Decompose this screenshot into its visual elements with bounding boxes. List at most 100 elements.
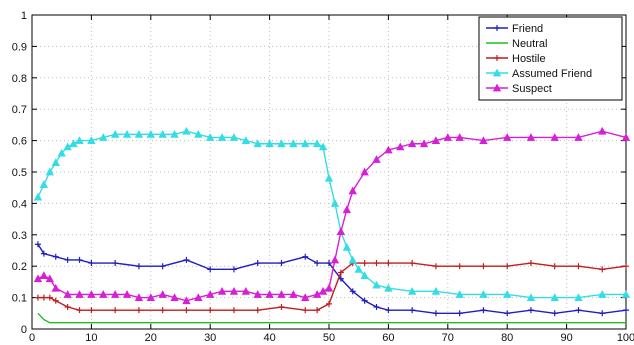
y-tick-label: 0.8 xyxy=(12,73,27,85)
assumed-friend-point xyxy=(146,129,155,138)
suspect-point xyxy=(182,296,191,305)
hostile-point xyxy=(599,266,606,273)
hostile-point xyxy=(278,304,285,311)
suspect-point xyxy=(217,286,227,295)
assumed-friend-point xyxy=(289,139,298,148)
hostile-point xyxy=(623,263,629,270)
assumed-friend-point xyxy=(384,283,393,292)
assumed-friend-point xyxy=(45,167,54,176)
assumed-friend-point xyxy=(479,290,488,298)
suspect-point xyxy=(574,133,583,141)
hostile-point xyxy=(183,307,190,314)
suspect-point xyxy=(372,155,381,163)
x-tick-label: 20 xyxy=(145,332,157,344)
hostile-point xyxy=(302,307,309,314)
assumed-friend-point xyxy=(134,129,144,138)
assumed-friend-point xyxy=(253,139,262,148)
hostile-point xyxy=(527,260,534,267)
hostile-point xyxy=(575,263,582,270)
assumed-friend-point xyxy=(330,199,340,207)
legend-item-neutral: Neutral xyxy=(486,38,547,50)
friend-point xyxy=(302,253,309,260)
suspect-point xyxy=(277,290,286,298)
x-tick-label: 100 xyxy=(617,332,634,344)
hostile-point xyxy=(254,307,261,314)
assumed-friend-point xyxy=(241,136,251,144)
y-tick-label: 0.5 xyxy=(12,167,27,179)
suspect-point xyxy=(324,283,334,292)
assumed-friend-point xyxy=(69,139,78,148)
hostile-point xyxy=(112,307,119,314)
hostile-point xyxy=(314,307,321,314)
assumed-friend-point xyxy=(354,264,363,273)
suspect-point xyxy=(253,290,262,298)
suspect-point xyxy=(33,274,43,283)
suspect-point xyxy=(110,290,120,298)
grid xyxy=(32,15,626,329)
suspect-point xyxy=(39,271,49,280)
suspect-point xyxy=(526,133,536,141)
hostile-point xyxy=(159,307,166,314)
suspect-point xyxy=(265,290,274,298)
suspect-point xyxy=(170,293,179,301)
friend-point xyxy=(361,297,368,304)
friend-point xyxy=(230,266,237,273)
suspect-series xyxy=(33,126,631,305)
suspect-point xyxy=(407,139,417,148)
legend-hostile-point xyxy=(494,55,500,61)
friend-line xyxy=(37,243,627,315)
friend-point xyxy=(34,241,41,248)
legend-assumed-friend-point xyxy=(492,68,502,77)
friend-point xyxy=(504,310,511,317)
suspect-point xyxy=(330,255,340,264)
friend-point xyxy=(480,307,487,314)
suspect-point xyxy=(360,167,369,176)
hostile-point xyxy=(34,294,41,301)
y-tick-label: 1 xyxy=(21,10,27,22)
friend-point xyxy=(409,307,416,314)
suspect-point xyxy=(342,205,351,214)
assumed-friend-point xyxy=(194,129,203,138)
assumed-friend-point xyxy=(51,158,60,166)
hostile-point xyxy=(40,294,47,301)
legend-label-hostile: Hostile xyxy=(512,53,546,65)
friend-point xyxy=(76,256,83,263)
y-tick-label: 0.4 xyxy=(12,198,27,210)
friend-point xyxy=(112,260,119,267)
assumed-friend-point xyxy=(550,293,559,301)
x-tick-label: 30 xyxy=(204,332,216,344)
assumed-friend-point xyxy=(407,286,417,295)
assumed-friend-point xyxy=(277,139,286,148)
suspect-point xyxy=(45,274,54,283)
friend-point xyxy=(52,253,59,260)
assumed-friend-point xyxy=(158,129,167,138)
suspect-point xyxy=(229,286,239,295)
friend-point xyxy=(623,307,629,314)
x-tick-label: 0 xyxy=(29,332,35,344)
assumed-friend-point xyxy=(99,133,108,141)
suspect-point xyxy=(99,290,108,298)
neutral-line xyxy=(37,312,626,324)
friend-point xyxy=(183,256,190,263)
assumed-friend-point xyxy=(217,133,227,141)
suspect-point xyxy=(431,136,441,144)
y-tick-label: 0.7 xyxy=(12,104,27,116)
legend-item-friend: Friend xyxy=(486,23,543,35)
hostile-point xyxy=(64,304,71,311)
assumed-friend-point xyxy=(455,290,464,298)
assumed-friend-point xyxy=(229,133,239,141)
hostile-point xyxy=(76,307,83,314)
hostile-point xyxy=(551,263,558,270)
assumed-friend-point xyxy=(342,243,351,251)
assumed-friend-point xyxy=(122,129,132,138)
assumed-friend-point xyxy=(206,133,215,141)
suspect-point xyxy=(63,290,72,298)
hostile-point xyxy=(480,263,487,270)
x-tick-label: 50 xyxy=(323,332,335,344)
y-tick-label: 0 xyxy=(21,324,27,336)
x-tick-label: 60 xyxy=(382,332,394,344)
assumed-friend-point xyxy=(503,290,512,298)
suspect-point xyxy=(122,290,132,298)
suspect-point xyxy=(51,283,60,292)
hostile-point xyxy=(88,307,95,314)
